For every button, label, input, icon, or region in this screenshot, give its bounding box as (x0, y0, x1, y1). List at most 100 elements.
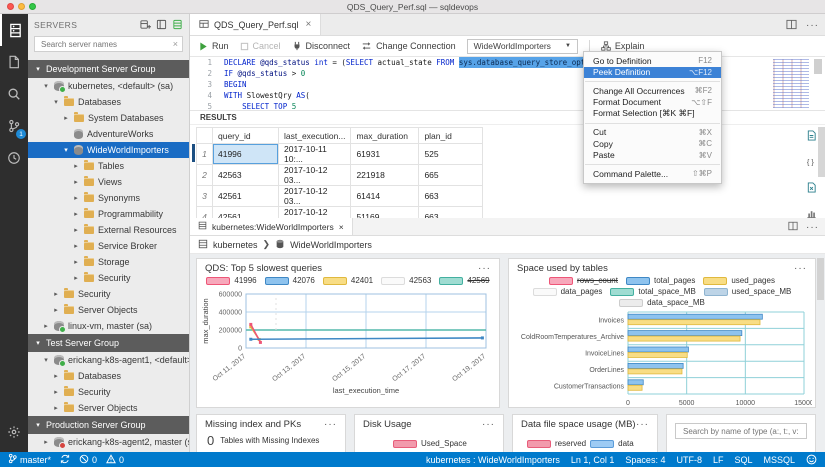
save-csv-icon[interactable] (806, 130, 817, 143)
save-excel-icon[interactable] (806, 182, 817, 195)
object-search-input[interactable] (681, 425, 801, 437)
menu-item-copy[interactable]: Copy ⌘C (584, 138, 721, 150)
settings-gear-icon[interactable] (0, 416, 28, 448)
bar-chart[interactable]: 0 5000 10000 15000 Invoices ColdRoomTemperatu… (512, 308, 812, 408)
source-control-activity-icon[interactable]: 1 (0, 110, 28, 142)
new-server-group-icon[interactable] (156, 19, 167, 32)
tree-item-tables[interactable]: ▸ Tables (28, 158, 189, 174)
split-panel-icon[interactable] (788, 221, 798, 233)
menu-item-format-document[interactable]: Format Document ⌥⇧F (584, 97, 721, 109)
task-history-activity-icon[interactable] (0, 142, 28, 174)
tree-item-security[interactable]: ▸ Security (28, 384, 189, 400)
tree-item-security[interactable]: ▸ Security (28, 286, 189, 302)
disconnect-button[interactable]: Disconnect (292, 41, 350, 51)
legend-item-total_space_mb[interactable]: total_space_MB (610, 287, 696, 296)
legend-item-data[interactable]: data (590, 439, 649, 448)
change-connection-button[interactable]: Change Connection (361, 41, 456, 51)
editor-scrollbar[interactable] (814, 59, 822, 74)
active-connections-icon[interactable] (172, 19, 183, 32)
table-cell[interactable]: 2017-10-12 03... (277, 206, 352, 218)
legend-item-data_space_mb[interactable]: data_space_MB (619, 298, 705, 307)
explorer-activity-icon[interactable] (0, 46, 28, 78)
tree-item-erickang-k8s-agent1-default-sa-[interactable]: ▾ erickang-k8s-agent1, <default> (sa) (28, 352, 189, 368)
table-cell[interactable]: 663 (418, 185, 484, 207)
table-cell[interactable]: 61414 (350, 185, 420, 207)
tree-item-views[interactable]: ▸ Views (28, 174, 189, 190)
view-chart-icon[interactable] (806, 208, 817, 218)
tree-item-service-broker[interactable]: ▸ Service Broker (28, 238, 189, 254)
table-row[interactable]: 1 41996 2017-10-11 10:... 61931 525 (196, 143, 484, 165)
feedback-smiley-icon[interactable] (806, 454, 817, 465)
tree-item-databases[interactable]: ▾ Databases (28, 94, 189, 110)
close-window-icon[interactable] (7, 3, 14, 10)
search-activity-icon[interactable] (0, 78, 28, 110)
legend-item-used_space_mb[interactable]: used_space_MB (703, 287, 791, 296)
legend-item-used_pages[interactable]: used_pages (703, 276, 775, 285)
row-number[interactable]: 2 (196, 164, 213, 186)
table-cell[interactable]: 663 (418, 206, 484, 218)
table-row[interactable]: 3 42561 2017-10-12 03... 61414 663 (196, 185, 484, 207)
code-line[interactable]: 1 DECLARE @qds_status int = (SELECT actua… (190, 57, 825, 68)
tree-item-server-objects[interactable]: ▸ Server Objects (28, 400, 189, 416)
code-line[interactable]: 3 BEGIN (190, 79, 825, 90)
table-cell[interactable]: 61931 (350, 143, 420, 165)
run-button[interactable]: Run (199, 41, 229, 51)
tree-item-system-databases[interactable]: ▸ System Databases (28, 110, 189, 126)
object-search-box[interactable] (675, 423, 807, 439)
widget-menu-icon[interactable]: ··· (636, 419, 649, 430)
servers-activity-icon[interactable] (0, 14, 28, 46)
table-cell[interactable]: 51169 (350, 206, 420, 218)
table-cell[interactable]: 42563 (212, 164, 279, 186)
table-cell[interactable]: 42561 (212, 206, 279, 218)
save-json-icon[interactable]: { } (806, 156, 817, 169)
column-header[interactable]: max_duration (350, 127, 420, 144)
legend-item-42569[interactable]: 42569 (439, 276, 490, 285)
widget-menu-icon[interactable]: ··· (324, 419, 337, 430)
legend-item-42401[interactable]: 42401 (322, 276, 373, 285)
cursor-position[interactable]: Ln 1, Col 1 (571, 455, 615, 465)
code-line[interactable]: 5 SELECT TOP 5 (190, 101, 825, 110)
table-cell[interactable]: 42561 (212, 185, 279, 207)
tree-item-databases[interactable]: ▸ Databases (28, 368, 189, 384)
column-header[interactable]: last_execution... (277, 127, 352, 144)
editor-tab[interactable]: QDS_Query_Perf.sql × (190, 14, 322, 35)
clear-search-icon[interactable]: × (172, 39, 178, 49)
widget-menu-icon[interactable]: ··· (794, 263, 807, 274)
tree-item-programmability[interactable]: ▸ Programmability (28, 206, 189, 222)
menu-item-paste[interactable]: Paste ⌘V (584, 150, 721, 162)
table-cell[interactable]: 221918 (350, 164, 420, 186)
new-connection-icon[interactable] (140, 19, 151, 32)
minimize-window-icon[interactable] (18, 3, 25, 10)
maximize-window-icon[interactable] (29, 3, 36, 10)
tree-item-linux-vm-master-sa-[interactable]: ▸ linux-vm, master (sa) (28, 318, 189, 334)
code-editor[interactable]: 1 DECLARE @qds_status int = (SELECT actua… (190, 57, 825, 110)
legend-item-41996[interactable]: 41996 (206, 276, 257, 285)
column-header[interactable]: query_id (212, 127, 279, 144)
database-dropdown[interactable]: WideWorldImporters ▼ (466, 38, 578, 54)
menu-item-command-palette-[interactable]: Command Palette... ⇧⌘P (584, 168, 721, 180)
table-cell[interactable]: 2017-10-12 03... (277, 164, 352, 186)
connection-status[interactable]: kubernetes : WideWorldImporters (426, 455, 560, 465)
errors-status[interactable]: 0 (79, 454, 97, 466)
row-number[interactable]: 1 (196, 143, 213, 165)
tree-item-server-objects[interactable]: ▸ Server Objects (28, 302, 189, 318)
legend-item-used_space[interactable]: Used_Space (393, 439, 467, 448)
more-actions-icon[interactable]: ··· (806, 19, 819, 31)
warnings-status[interactable]: 0 (106, 453, 124, 466)
server-group-header[interactable]: ▾ Test Server Group (28, 334, 189, 352)
code-line[interactable]: 4 WITH SlowestQry AS( (190, 90, 825, 101)
table-cell[interactable]: 41996 (212, 143, 279, 165)
menu-item-cut[interactable]: Cut ⌘X (584, 127, 721, 139)
tree-item-storage[interactable]: ▸ Storage (28, 254, 189, 270)
language-mode[interactable]: SQL (734, 455, 752, 465)
indentation[interactable]: Spaces: 4 (625, 455, 665, 465)
legend-item-total_pages[interactable]: total_pages (625, 276, 695, 285)
table-cell[interactable]: 665 (418, 164, 484, 186)
menu-item-format-selection-k-f-[interactable]: Format Selection [⌘K ⌘F] (584, 108, 721, 120)
close-tab-icon[interactable]: × (305, 19, 312, 30)
table-row[interactable]: 2 42563 2017-10-12 03... 221918 665 (196, 164, 484, 186)
server-search-input[interactable] (39, 38, 173, 50)
legend-item-reserved[interactable]: reserved (527, 439, 586, 448)
tree-item-synonyms[interactable]: ▸ Synonyms (28, 190, 189, 206)
tree-item-external-resources[interactable]: ▸ External Resources (28, 222, 189, 238)
